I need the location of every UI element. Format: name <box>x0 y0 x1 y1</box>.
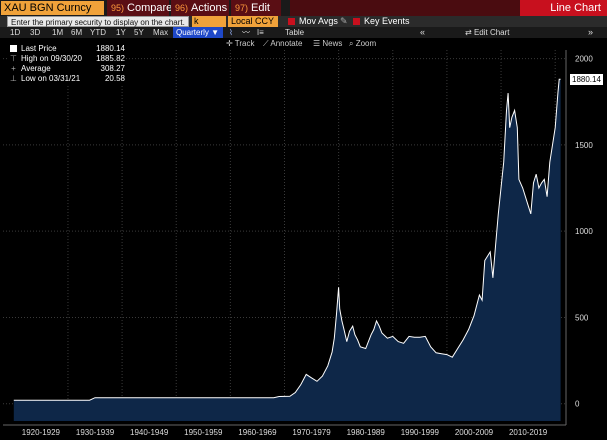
news-tool[interactable]: ☰ News <box>313 38 342 50</box>
edit-chart-icon: ⇄ <box>465 28 474 37</box>
table-button[interactable]: Table <box>285 28 305 37</box>
low-label: Low on 03/31/21 <box>21 74 81 83</box>
x-tick-label: 1970-1979 <box>292 428 331 437</box>
edit-number: 97) <box>235 3 249 13</box>
y-tick-label: 2000 <box>575 55 593 64</box>
compare-button[interactable]: 95) Compare <box>107 0 173 16</box>
x-tick-label: 1990-1999 <box>401 428 440 437</box>
x-tick-label: 1940-1949 <box>130 428 169 437</box>
mov-avgs-label: Mov Avgs <box>299 16 338 26</box>
period-bar <box>0 27 607 38</box>
actions-button[interactable]: 96)Actions ▾ <box>171 0 229 30</box>
period-3d[interactable]: 3D <box>30 28 41 37</box>
x-tick-label: 1920-1929 <box>22 428 61 437</box>
high-marker-icon: ⊤ <box>10 54 17 63</box>
x-tick-label: 1960-1969 <box>238 428 277 437</box>
x-tick-label: 2010-2019 <box>509 428 548 437</box>
low-marker-icon: ⊥ <box>10 74 17 83</box>
y-tick-label: 1000 <box>575 227 593 236</box>
collapse-chevron-icon[interactable]: « <box>420 27 426 37</box>
key-events-checkbox[interactable] <box>353 18 360 25</box>
edit-chart-button[interactable]: ⇄ Edit Chart <box>465 27 510 38</box>
edit-label: Edit <box>251 2 270 14</box>
zoom-label: Zoom <box>355 39 377 48</box>
pencil-icon[interactable]: ✎ <box>340 16 348 26</box>
compare-label: Compare <box>127 2 173 14</box>
average-marker-icon: + <box>11 64 16 73</box>
y-tick-label: 0 <box>575 400 580 409</box>
mov-avgs-checkbox[interactable] <box>288 18 295 25</box>
expand-chevron-icon[interactable]: » <box>588 27 594 37</box>
average-value: 308.27 <box>100 64 125 73</box>
zoom-icon: ⌕ <box>349 39 356 48</box>
period-1d[interactable]: 1D <box>10 28 21 37</box>
legend-average: + Average 308.27 <box>8 64 125 73</box>
high-value: 1885.82 <box>96 54 125 63</box>
chart-legend: Last Price 1880.14 ⊤ High on 09/30/20 18… <box>8 44 125 86</box>
period-6m[interactable]: 6M <box>71 28 83 37</box>
high-label: High on 09/30/20 <box>21 54 82 63</box>
annotate-tool[interactable]: ⟋ Annotate <box>263 38 302 50</box>
chart-type-title: Line Chart <box>520 0 607 16</box>
zoom-tool[interactable]: ⌕ Zoom <box>349 38 376 50</box>
last-price-label: Last Price <box>21 44 57 53</box>
frequency-label: Quarterly <box>176 28 209 37</box>
last-price-swatch <box>10 45 17 52</box>
y-tick-label: 500 <box>575 313 589 322</box>
track-tool[interactable]: ✛ Track <box>226 38 254 50</box>
last-price-tag: 1880.14 <box>570 74 603 86</box>
low-value: 20.58 <box>104 74 125 83</box>
legend-last-price: Last Price 1880.14 <box>8 44 125 53</box>
top-toolbar: XAU BGN Curncy 95)Compare 96)Actions ▾ 9… <box>0 0 607 30</box>
x-tick-label: 1930-1939 <box>76 428 115 437</box>
series-area <box>13 79 561 422</box>
annotate-icon: ⟋ <box>263 39 271 48</box>
field-stub[interactable]: k <box>192 16 226 27</box>
period-max[interactable]: Max <box>153 28 169 37</box>
period-ytd[interactable]: YTD <box>90 28 106 37</box>
crosshair-icon: ✛ <box>226 39 235 48</box>
legend-low: ⊥ Low on 03/31/21 20.58 <box>8 74 125 83</box>
annotate-label: Annotate <box>270 39 303 48</box>
currency-select[interactable]: Local CCY <box>228 16 278 27</box>
series-line <box>13 78 561 401</box>
y-tick-label: 1500 <box>575 141 593 150</box>
period-1y[interactable]: 1Y <box>116 28 126 37</box>
edit-button[interactable]: 97)Edit ▾ <box>231 0 281 30</box>
key-events-label: Key Events <box>364 16 410 26</box>
x-tick-label: 2000-2009 <box>455 428 494 437</box>
legend-high: ⊤ High on 09/30/20 1885.82 <box>8 54 125 63</box>
line-chart-icon[interactable]: ⌇ <box>229 28 233 37</box>
actions-label: Actions <box>191 2 228 14</box>
x-tick-label: 1950-1959 <box>184 428 223 437</box>
news-label: News <box>322 39 343 48</box>
period-5y[interactable]: 5Y <box>134 28 144 37</box>
actions-number: 96) <box>175 3 189 13</box>
security-tooltip: Enter the primary security to display on… <box>7 16 189 27</box>
security-input[interactable]: XAU BGN Curncy <box>1 1 104 15</box>
last-price-value: 1880.14 <box>96 44 125 53</box>
price-chart[interactable]: 0 500 1000 1500 2000 1920-1929 1930-1939 1940-1… <box>0 38 607 440</box>
period-1m[interactable]: 1M <box>52 28 64 37</box>
frequency-select[interactable]: Quarterly ▼ <box>173 27 223 38</box>
compare-number: 95) <box>111 3 125 13</box>
chart-style-dropdown-icon[interactable]: ǀ≡ <box>257 28 264 37</box>
chart-style-icon[interactable]: 〰 <box>242 28 250 37</box>
x-tick-label: 1980-1989 <box>347 428 386 437</box>
frequency-dropdown-icon: ▼ <box>208 28 220 37</box>
track-label: Track <box>234 39 255 48</box>
currency-label: Local CCY <box>231 16 275 26</box>
average-label: Average <box>21 64 51 73</box>
edit-chart-label: Edit Chart <box>473 28 510 37</box>
news-icon: ☰ <box>313 39 323 48</box>
options-bar <box>0 16 607 27</box>
toolbar-spacer <box>290 0 520 16</box>
